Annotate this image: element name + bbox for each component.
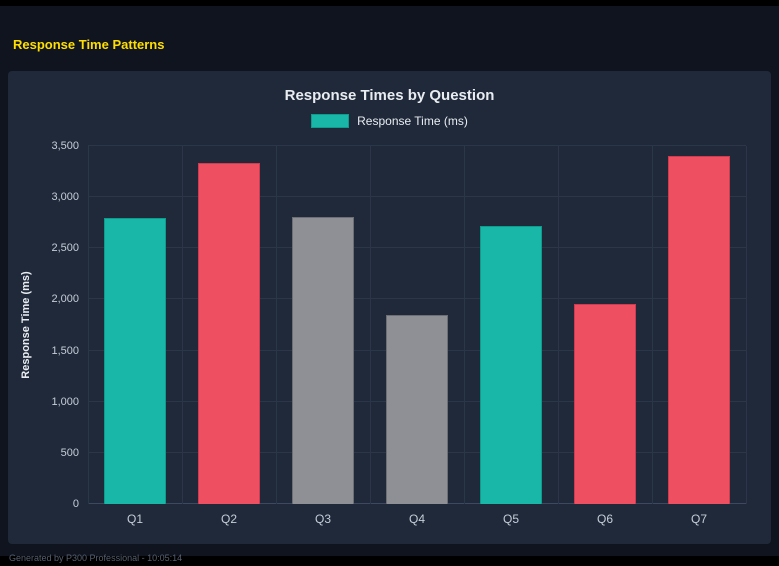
gridline-horizontal xyxy=(88,196,746,198)
y-tick-label: 2,500 xyxy=(51,242,79,255)
bar-q5[interactable] xyxy=(479,225,542,504)
x-tick-label: Q6 xyxy=(596,512,613,526)
x-tick-label: Q5 xyxy=(502,512,519,526)
y-tick-label: 1,500 xyxy=(51,344,79,357)
x-tick-label: Q7 xyxy=(690,512,707,526)
legend-label[interactable]: Response Time (ms) xyxy=(357,114,468,128)
bar-q6[interactable] xyxy=(573,303,636,504)
gridline-horizontal xyxy=(88,298,746,300)
gridline-vertical xyxy=(87,146,89,504)
y-tick-label: 3,500 xyxy=(51,140,79,152)
x-tick-label: Q1 xyxy=(126,512,143,526)
gridline-vertical xyxy=(369,146,371,504)
app-window: Response Time Patterns Response Times by… xyxy=(0,6,779,563)
y-tick-label: 3,000 xyxy=(51,191,79,204)
bar-q7[interactable] xyxy=(667,156,730,504)
chart-card: Response Times by Question Response Time… xyxy=(8,71,771,544)
x-tick-label: Q3 xyxy=(314,512,331,526)
gridline-vertical xyxy=(275,146,277,504)
page-title: Response Time Patterns xyxy=(13,37,165,52)
bar-q4[interactable] xyxy=(385,314,448,504)
legend-swatch[interactable] xyxy=(311,114,350,128)
y-axis-title: Response Time (ms) xyxy=(20,271,32,379)
y-tick-label: 0 xyxy=(72,498,79,510)
gridline-horizontal xyxy=(88,145,746,146)
bar-q3[interactable] xyxy=(291,216,354,504)
gridline-horizontal xyxy=(88,247,746,249)
y-tick-label: 2,000 xyxy=(51,293,79,306)
gridline-vertical xyxy=(651,146,653,504)
gridline-vertical xyxy=(557,146,559,504)
y-tick-label: 500 xyxy=(60,446,79,459)
x-axis-labels: Q1 Q2 Q3 Q4 Q5 Q6 Q7 xyxy=(88,512,746,526)
y-tick-label: 1,000 xyxy=(51,395,79,408)
chart-title: Response Times by Question xyxy=(284,87,495,104)
chart-legend: Response Time (ms) xyxy=(8,114,771,128)
x-tick-label: Q4 xyxy=(408,512,425,526)
bar-q2[interactable] xyxy=(197,163,260,504)
plot-area: 0 500 1,000 1,500 2,000 2,500 3,000 3,500 xyxy=(51,140,747,510)
chart-body: Response Time (ms) 0 500 1,000 1,500 2,000 2,… xyxy=(20,140,747,510)
x-tick-label: Q2 xyxy=(220,512,237,526)
page-footer: Generated by P300 Professional - 10:05:1… xyxy=(9,553,183,563)
gridline-vertical xyxy=(745,146,747,504)
gridline-vertical xyxy=(463,146,465,504)
gridline-vertical xyxy=(181,146,183,504)
page-header: Response Time Patterns xyxy=(0,6,779,54)
bar-q1[interactable] xyxy=(103,217,166,504)
